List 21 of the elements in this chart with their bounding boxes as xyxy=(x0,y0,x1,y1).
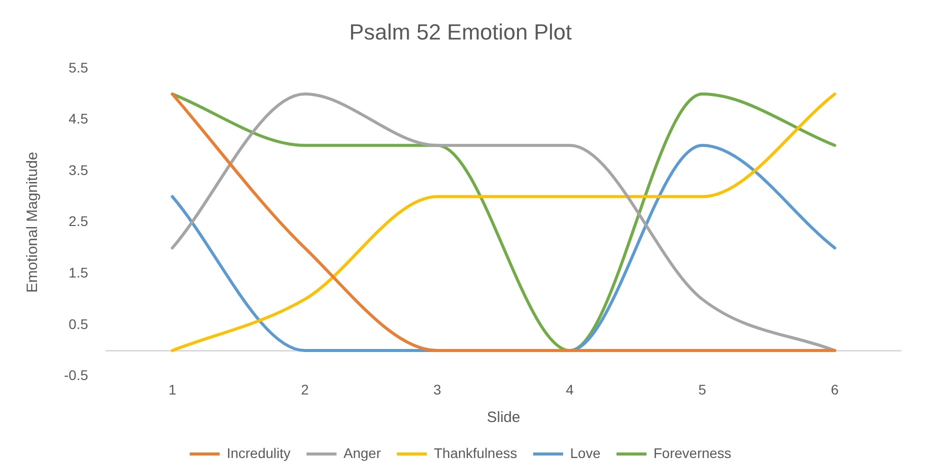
x-tick-label: 2 xyxy=(300,381,309,398)
y-tick-label: 1.5 xyxy=(68,264,88,280)
y-tick-label: -0.5 xyxy=(64,367,88,384)
chart-title: Psalm 52 Emotion Plot xyxy=(349,19,572,44)
x-tick-label: 5 xyxy=(698,381,706,398)
y-tick-label: 3.5 xyxy=(68,162,88,178)
legend-label: Thankfulness xyxy=(434,444,518,461)
y-axis-title: Emotional Magnitude xyxy=(24,152,42,293)
legend-label: Love xyxy=(570,444,601,461)
x-tick-label: 3 xyxy=(433,381,442,398)
y-tick-label: 0.5 xyxy=(68,316,88,332)
legend-label: Foreverness xyxy=(653,444,732,461)
x-axis-title: Slide xyxy=(486,409,520,426)
y-tick-label: 2.5 xyxy=(68,213,88,230)
y-tick-label: 4.5 xyxy=(68,110,88,127)
legend-label: Incredulity xyxy=(226,444,291,461)
legend-label: Anger xyxy=(344,444,382,461)
x-tick-label: 6 xyxy=(830,381,839,398)
x-tick-label: 1 xyxy=(168,381,176,398)
y-tick-label: 5.5 xyxy=(68,59,88,76)
x-tick-label: 4 xyxy=(566,381,574,398)
